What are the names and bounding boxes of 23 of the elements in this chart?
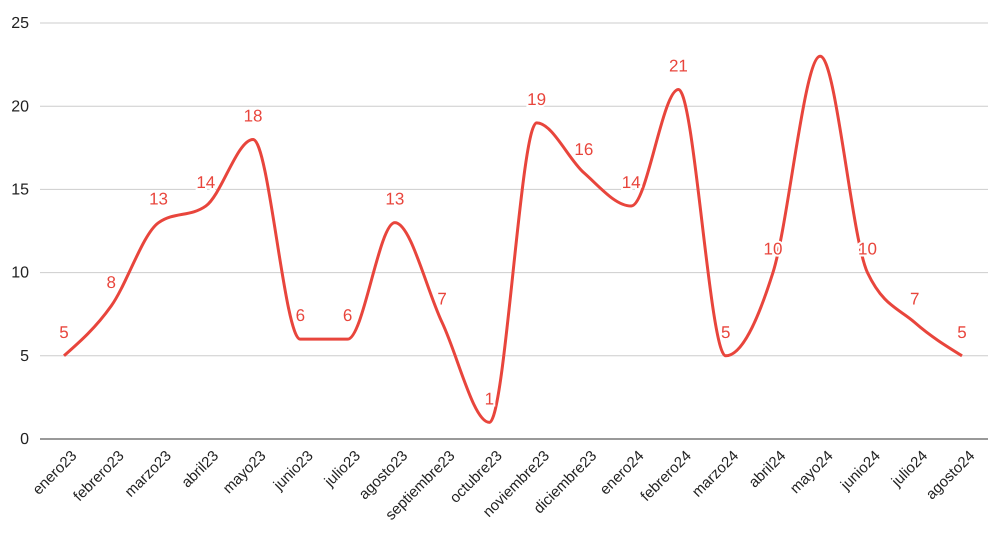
data-label: 8 xyxy=(106,272,116,292)
data-label: 21 xyxy=(668,56,688,76)
data-label: 19 xyxy=(527,90,546,109)
y-tick-label: 5 xyxy=(20,348,30,365)
data-label: 13 xyxy=(385,190,404,209)
data-label: 5 xyxy=(720,322,730,342)
data-label: 5 xyxy=(59,322,69,342)
data-label: 14 xyxy=(196,173,216,192)
y-tick-label: 0 xyxy=(20,431,30,448)
y-tick-label: 20 xyxy=(11,98,30,116)
data-label: 6 xyxy=(342,306,352,326)
data-label: 7 xyxy=(910,290,920,309)
data-label: 6 xyxy=(296,306,306,326)
data-label: 1 xyxy=(484,389,494,408)
data-label: 7 xyxy=(437,290,447,309)
y-tick-label: 10 xyxy=(11,264,30,282)
data-label: 13 xyxy=(149,190,168,209)
y-tick-label: 15 xyxy=(11,182,30,199)
data-label: 5 xyxy=(957,322,967,342)
data-label: 18 xyxy=(244,106,263,126)
data-label: 16 xyxy=(574,140,594,159)
y-tick-label: 25 xyxy=(11,15,30,32)
data-label: 14 xyxy=(622,173,641,192)
